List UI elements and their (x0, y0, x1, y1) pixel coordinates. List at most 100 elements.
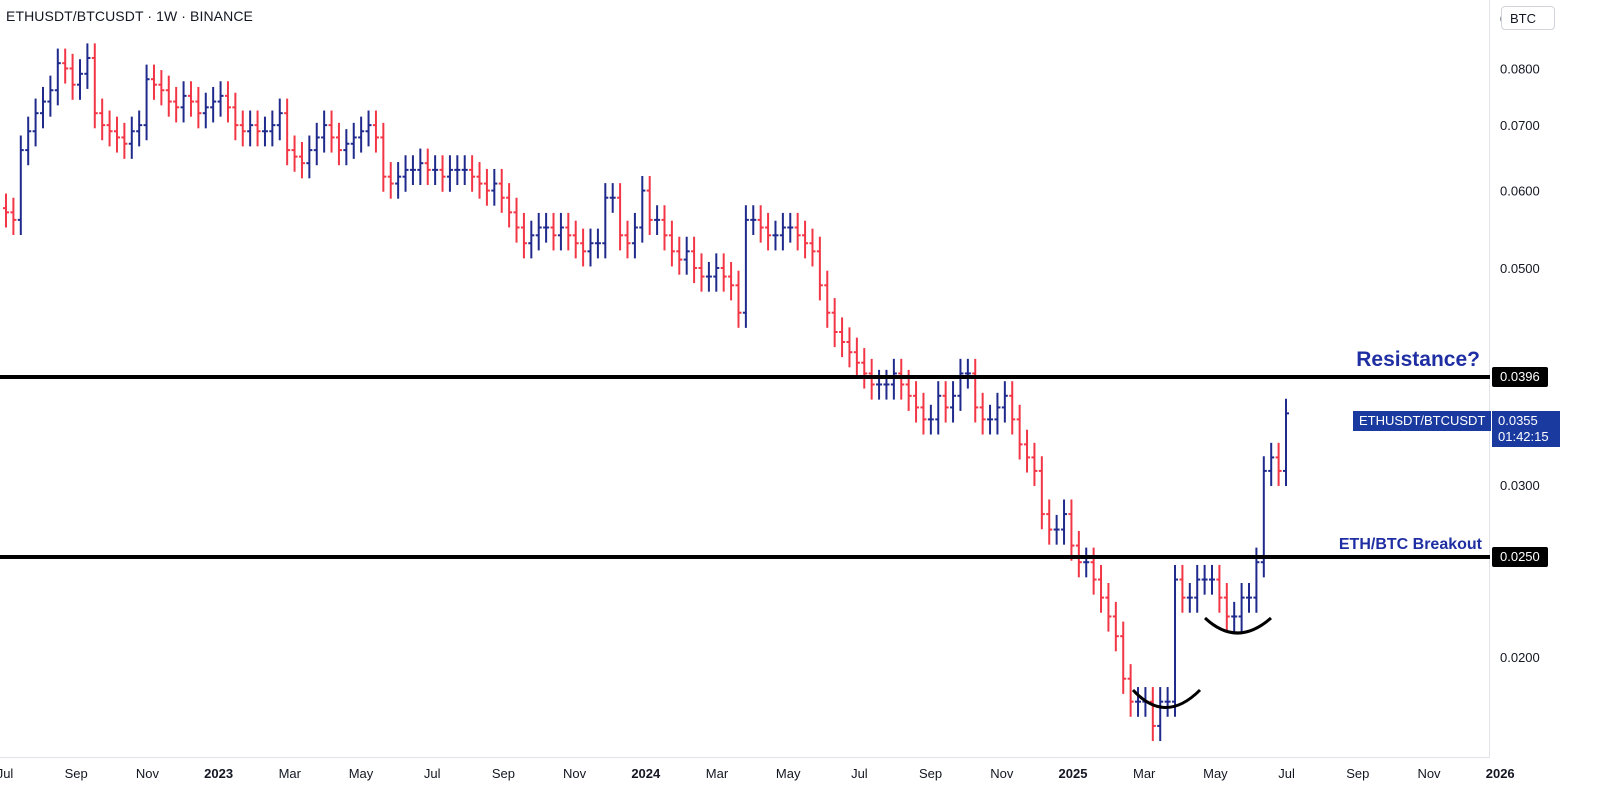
ohlc-bar (3, 193, 9, 228)
ohlc-bar (210, 86, 217, 123)
ohlc-bar (195, 86, 202, 129)
ohlc-bar (365, 110, 372, 147)
ohlc-bar (742, 205, 749, 328)
ohlc-bar (424, 148, 431, 185)
breakout-annotation: ETH/BTC Breakout (1338, 536, 1482, 553)
ohlc-bar (106, 110, 113, 147)
ohlc-bar (920, 392, 927, 435)
ohlc-bar (1157, 687, 1164, 742)
ohlc-bar (535, 212, 542, 251)
ohlc-bar (868, 358, 875, 400)
ohlc-bar (69, 53, 76, 100)
ohlc-bar (1031, 442, 1038, 487)
x-tick-label: Sep (65, 766, 88, 781)
ohlc-bar (1172, 564, 1179, 717)
x-tick-label: 2026 (1486, 766, 1515, 781)
ohlc-bar (254, 110, 261, 147)
ohlc-bar (328, 110, 335, 153)
ohlc-bar (491, 168, 498, 206)
currency-selector[interactable]: BTC (1501, 6, 1555, 30)
x-tick-label: Nov (136, 766, 160, 781)
ohlc-bar (150, 64, 157, 100)
ohlc-bar (1179, 564, 1186, 613)
ohlc-bar (580, 228, 587, 267)
ohlc-bar (1186, 583, 1193, 613)
ohlc-bar (1149, 687, 1156, 742)
ohlc-bar (1216, 564, 1223, 613)
ohlc-bar (513, 197, 520, 243)
time-axis[interactable]: Jul Sep Nov 2023 Mar May Jul Sep Nov 2024 Mar May Ju… (0, 766, 1515, 781)
ohlc-bar (39, 86, 46, 129)
ohlc-bar (861, 348, 868, 389)
x-tick-label: Mar (706, 766, 729, 781)
ohlc-bar (1038, 456, 1045, 530)
ohlc-bar (1016, 404, 1023, 460)
ohlc-bar (898, 358, 905, 400)
ohlc-bar (32, 98, 39, 147)
ohlc-bar (298, 141, 305, 179)
ohlc-bar (831, 298, 838, 348)
ohlc-bar (62, 48, 69, 84)
ohlc-bar (276, 98, 283, 141)
ohlc-bar (683, 236, 690, 275)
ohlc-bar (565, 212, 572, 251)
ohlc-bar (76, 59, 83, 100)
ohlc-bar (691, 236, 698, 284)
ohlc-bar (839, 317, 846, 358)
x-tick-label: Sep (1346, 766, 1369, 781)
ohlc-bar (705, 261, 712, 292)
x-tick-label: Nov (1417, 766, 1441, 781)
ohlc-bar (772, 220, 779, 251)
x-tick-label: May (349, 766, 374, 781)
ohlc-bar (676, 236, 683, 275)
ohlc-bar (1046, 499, 1053, 545)
x-tick-label: Jul (424, 766, 441, 781)
bar-countdown: 01:42:15 (1498, 429, 1549, 444)
ohlc-bar (461, 155, 468, 185)
ohlc-bar (624, 220, 631, 259)
ohlc-bar (1164, 687, 1171, 717)
ohlc-bar (1098, 564, 1105, 613)
ohlc-bar (572, 220, 579, 259)
ohlc-bar (1001, 381, 1008, 423)
ohlc-bar (269, 110, 276, 147)
ohlc-bar (173, 86, 180, 123)
ohlc-bar (47, 75, 54, 117)
ohlc-bar (483, 168, 490, 206)
ohlc-bar (498, 168, 505, 213)
ohlc-bar (358, 116, 365, 153)
ohlc-bar (372, 110, 379, 153)
x-tick-label: Mar (1133, 766, 1156, 781)
x-tick-label: May (1203, 766, 1228, 781)
x-tick-label: Nov (563, 766, 587, 781)
ohlc-bar (668, 220, 675, 267)
ohlc-bar (187, 81, 194, 117)
x-tick-label: Nov (990, 766, 1014, 781)
ohlc-bar (661, 205, 668, 251)
ohlc-bar (757, 205, 764, 243)
ohlc-bar (158, 70, 165, 106)
ohlc-bar (136, 110, 143, 147)
y-tick-label: 0.0700 (1500, 118, 1540, 133)
ohlc-bar (802, 220, 809, 259)
ohlc-bar (853, 337, 860, 378)
x-tick-label: Jul (0, 766, 13, 781)
ohlc-bar (550, 212, 557, 251)
ohlc-bar (735, 270, 742, 328)
breakout-price-tag: 0.0250 (1492, 547, 1548, 567)
ohlc-bar (1260, 456, 1267, 578)
symbol-title[interactable]: ETHUSDT/BTCUSDT · 1W · BINANCE (6, 8, 253, 24)
ohlc-bar (639, 175, 646, 243)
ohlc-bar (224, 81, 231, 123)
x-tick-label: 2025 (1059, 766, 1088, 781)
ohlc-bar (950, 381, 957, 423)
y-tick-label: 0.0600 (1500, 184, 1540, 199)
ohlc-bar (313, 122, 320, 166)
y-tick-label: 0.0500 (1500, 261, 1540, 276)
ohlc-bar (343, 129, 350, 166)
ohlc-bar (387, 162, 394, 199)
ohlc-bar (1194, 564, 1201, 613)
ohlc-bar (165, 75, 172, 117)
ohlc-bar (750, 205, 757, 235)
